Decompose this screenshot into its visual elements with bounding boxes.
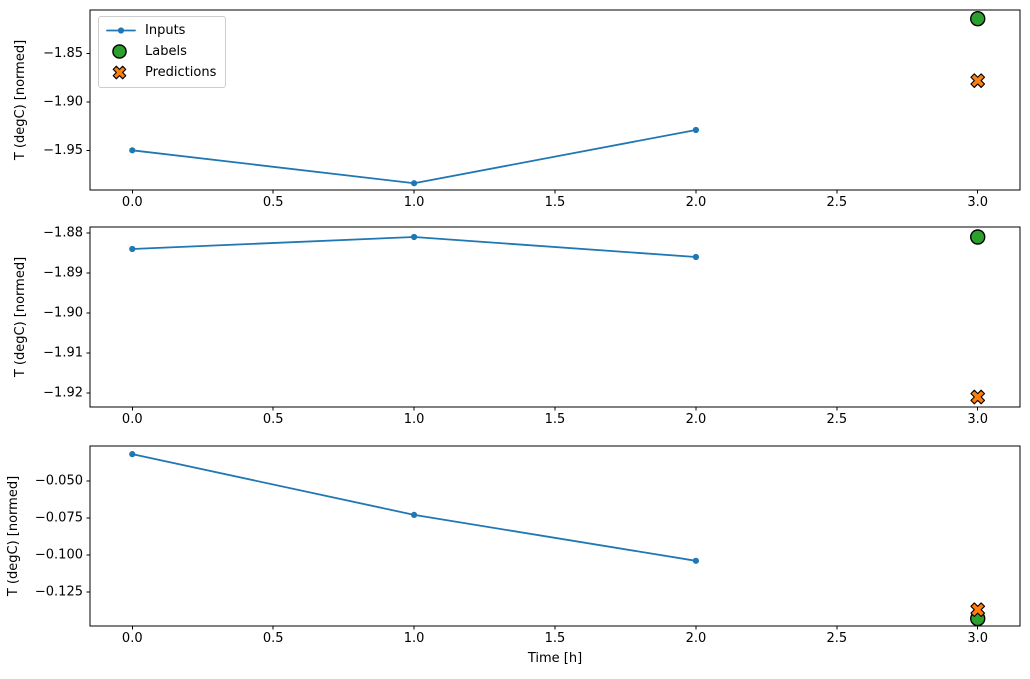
legend-label-inputs: Inputs (145, 23, 186, 38)
x-tick-label: 2.5 (826, 195, 847, 210)
x-tick-label: 2.0 (686, 412, 707, 427)
inputs-line (131, 453, 697, 562)
legend-label-predictions: Predictions (145, 65, 217, 80)
labels-circle-icon (106, 43, 136, 60)
inputs-point-marker (692, 253, 700, 261)
x-tick-label: 2.0 (686, 631, 707, 646)
inputs-point-marker (692, 557, 700, 564)
legend-item-predictions: Predictions (106, 62, 216, 83)
inputs-line-icon (106, 22, 136, 39)
x-tick-label: 0.0 (122, 195, 143, 210)
inputs-point-marker (129, 147, 136, 154)
x-tick-label: 0.5 (263, 631, 284, 646)
axes-frame-2 (89, 226, 1021, 408)
x-tick-label: 1.0 (404, 631, 425, 646)
inputs-point-marker (410, 233, 418, 241)
y-tick-label: −1.91 (43, 346, 83, 361)
x-tick-label: 1.5 (545, 631, 566, 646)
legend-label-labels: Labels (145, 44, 187, 59)
axes-frame-1 (89, 9, 1021, 191)
x-tick-label: 2.5 (826, 412, 847, 427)
inputs-point-marker (410, 180, 418, 187)
legend: Inputs Labels Predictions (98, 16, 227, 88)
x-tick-label: 3.0 (967, 195, 988, 210)
x-tick-label: 1.0 (404, 195, 425, 210)
x-tick-label: 2.0 (686, 195, 707, 210)
y-tick-label: −1.92 (43, 386, 83, 401)
inputs-point-marker (129, 451, 136, 458)
x-tick-label: 3.0 (967, 631, 988, 646)
x-tick-label: 3.0 (967, 412, 988, 427)
x-tick-label: 0.5 (263, 412, 284, 427)
labels-marker (970, 229, 986, 245)
subplot-3: 0.0 0.5 1.0 1.5 2.0 2.5 3.0 −0.050 −0.075 −0.100 −… (35, 445, 1021, 646)
inputs-point-marker (692, 126, 700, 134)
inputs-line (131, 129, 697, 185)
y-tick-label: −1.90 (43, 306, 83, 321)
y-tick-label: −0.125 (35, 584, 83, 599)
x-tick-label: 1.0 (404, 412, 425, 427)
subplot-2: 0.0 0.5 1.0 1.5 2.0 2.5 3.0 −1.88 −1.89 −1.90 −1.9… (43, 226, 1021, 427)
y-axis-label-subplot-2: T (degC) [normed] (13, 256, 28, 378)
x-tick-label: 0.0 (122, 631, 143, 646)
inputs-point-marker (410, 511, 418, 518)
predictions-x-icon (106, 64, 136, 81)
y-axis-label-subplot-3: T (degC) [normed] (6, 475, 21, 597)
y-axis-label-subplot-1: T (degC) [normed] (13, 39, 28, 161)
x-tick-label: 1.5 (545, 195, 566, 210)
legend-item-inputs: Inputs (106, 20, 216, 41)
x-tick-label: 0.5 (263, 195, 284, 210)
y-tick-label: −1.85 (43, 46, 83, 61)
y-tick-label: −1.95 (43, 143, 83, 158)
y-tick-label: −0.050 (35, 473, 83, 488)
predictions-marker (970, 73, 986, 88)
inputs-point-marker (129, 245, 136, 253)
subplot-1: 0.0 0.5 1.0 1.5 2.0 2.5 3.0 −1.85 −1.90 −1.95 (43, 9, 1021, 210)
predictions-marker (970, 602, 986, 618)
y-tick-label: −1.90 (43, 94, 83, 109)
legend-item-labels: Labels (106, 41, 216, 62)
y-tick-label: −1.88 (43, 226, 83, 241)
y-tick-label: −1.89 (43, 266, 83, 281)
axes-frame-3 (89, 445, 1021, 627)
predictions-marker (970, 389, 986, 405)
y-tick-label: −0.100 (35, 547, 83, 562)
x-tick-label: 2.5 (826, 631, 847, 646)
x-axis-label: Time [h] (527, 651, 583, 666)
x-tick-label: 1.5 (545, 412, 566, 427)
x-tick-label: 0.0 (122, 412, 143, 427)
labels-marker (970, 11, 986, 27)
y-tick-label: −0.075 (35, 510, 83, 525)
